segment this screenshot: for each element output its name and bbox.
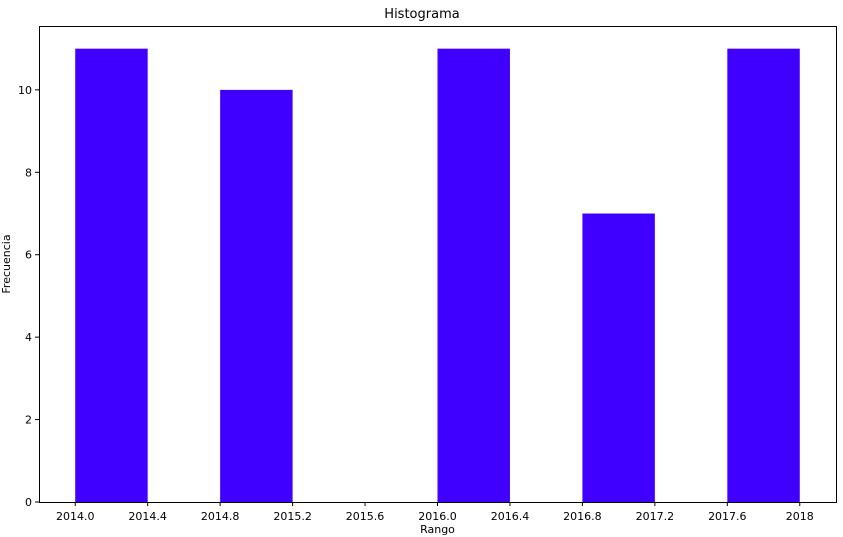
x-tick-label: 2015.2 (273, 510, 312, 523)
x-tick-label: 2016.8 (563, 510, 602, 523)
y-axis: 0 2 4 6 8 10 (18, 84, 39, 509)
histogram-bar-7 (582, 213, 655, 503)
x-tick-label: 2018 (786, 510, 814, 523)
y-axis-label: Frecuencia (0, 234, 13, 293)
x-tick-label: 2016.0 (418, 510, 457, 523)
y-tick-label: 2 (25, 414, 32, 427)
y-tick-label: 0 (25, 496, 32, 509)
y-tick-label: 6 (25, 249, 32, 262)
histogram-bar-2 (220, 89, 293, 502)
x-tick-label: 2017.6 (708, 510, 747, 523)
y-tick-label: 8 (25, 166, 32, 179)
x-axis-label: Rango (420, 523, 455, 536)
y-tick-label: 10 (18, 84, 32, 97)
x-axis: 2014.0 2014.4 2014.8 2015.2 2015.6 2016.0 2016… (56, 502, 814, 523)
histogram-bar-0 (75, 48, 148, 503)
x-tick-label: 2017.2 (636, 510, 675, 523)
x-tick-label: 2014.4 (128, 510, 167, 523)
x-tick-label: 2015.6 (346, 510, 385, 523)
histogram-bar-9 (727, 48, 800, 503)
x-tick-label: 2016.4 (491, 510, 530, 523)
x-tick-label: 2014.0 (56, 510, 95, 523)
chart-title: Histograma (384, 7, 459, 22)
bars-group (75, 48, 800, 503)
y-tick-label: 4 (25, 331, 32, 344)
x-tick-label: 2014.8 (201, 510, 240, 523)
histogram-bar-5 (437, 48, 510, 503)
